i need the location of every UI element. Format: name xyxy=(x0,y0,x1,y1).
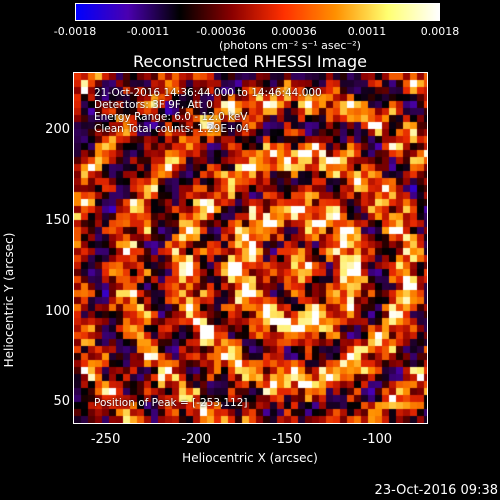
info-time-range: 21-Oct-2016 14:36:44.000 to 14:46:44.000 xyxy=(94,87,322,99)
y-tick-label: 50 xyxy=(53,394,70,410)
y-tick-label: 100 xyxy=(45,303,70,319)
colorbar-tick: 0.00036 xyxy=(271,25,317,38)
colorbar-tick: -0.0018 xyxy=(53,25,97,38)
colorbar-tick: -0.0011 xyxy=(126,25,170,38)
x-tick-label: -250 xyxy=(90,432,121,447)
info-clean: Clean Total counts: 1.29E+04 xyxy=(94,123,250,135)
colorbar-tick: 0.0018 xyxy=(420,25,460,38)
y-tick-label: 200 xyxy=(45,122,70,138)
info-peak: Position of Peak = [-253,112] xyxy=(94,397,248,409)
info-energy: Energy Range: 6.0 - 12.0 keV xyxy=(94,111,248,123)
y-tick-label: 150 xyxy=(45,212,70,228)
timestamp: 23-Oct-2016 09:38 xyxy=(374,483,498,498)
x-axis-label: Heliocentric X (arcsec) xyxy=(182,451,318,465)
y-axis-label: Heliocentric Y (arcsec) xyxy=(2,232,16,368)
colorbar-tick: -0.00036 xyxy=(196,25,246,38)
image-heatmap xyxy=(74,73,427,423)
x-tick-label: -150 xyxy=(271,432,302,447)
colorbar xyxy=(75,3,440,21)
info-detectors: Detectors: 3F 9F, Att 0 xyxy=(94,99,213,111)
x-tick-label: -200 xyxy=(181,432,211,447)
image-plot: 21-Oct-2016 14:36:44.000 to 14:46:44.000… xyxy=(73,72,428,424)
image-title: Reconstructed RHESSI Image xyxy=(133,52,367,71)
colorbar-tick: 0.0011 xyxy=(347,25,387,38)
colorbar-units: (photons cm⁻² s⁻¹ asec⁻²) xyxy=(219,39,361,52)
x-tick-label: -100 xyxy=(362,432,393,447)
